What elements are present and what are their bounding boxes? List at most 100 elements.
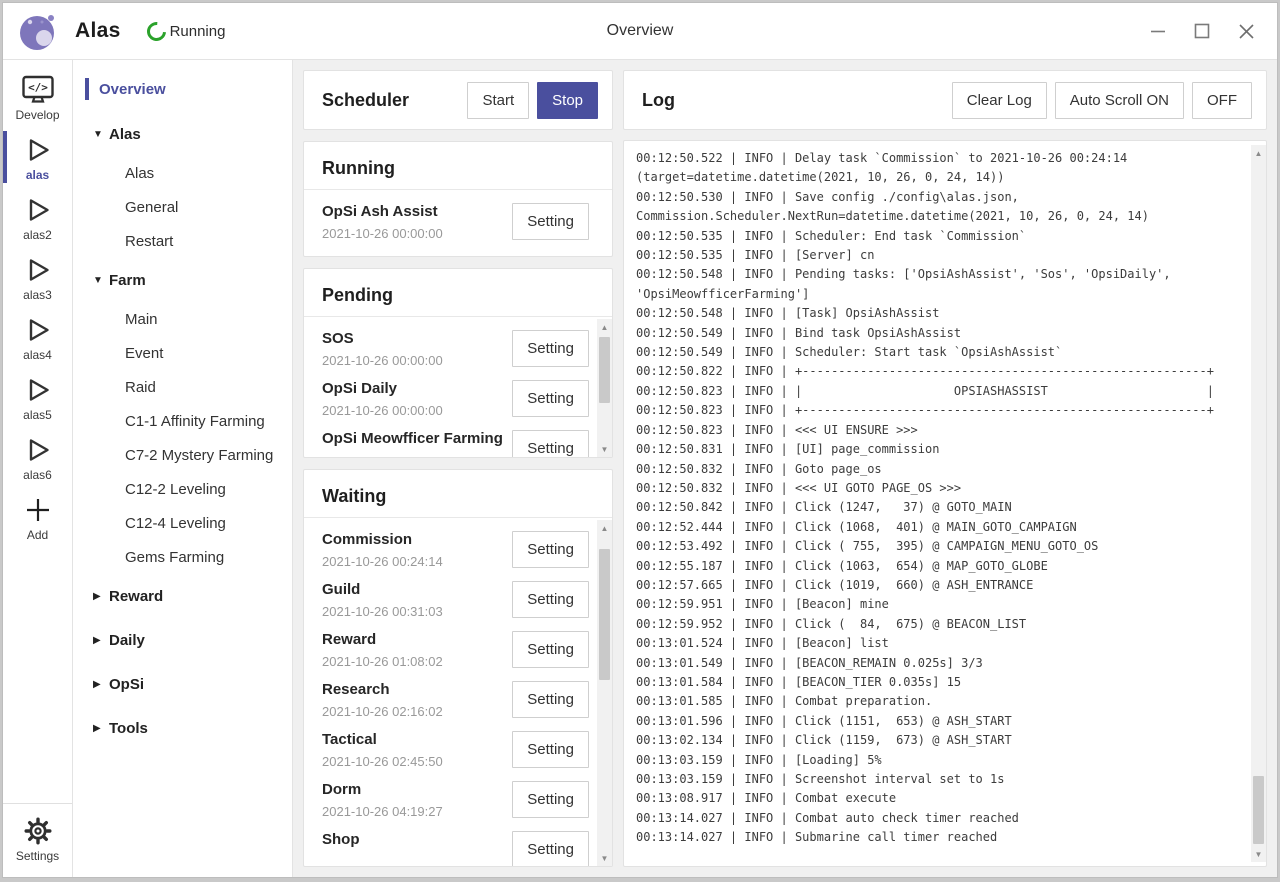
nav-group-reward[interactable]: ▶ Reward: [73, 574, 292, 618]
auto-scroll-off-button[interactable]: OFF: [1192, 81, 1252, 119]
scroll-up-icon[interactable]: ▲: [600, 523, 609, 533]
task-next-run-time: 2021-10-26 04:19:27: [322, 804, 443, 819]
log-title: Log: [642, 89, 675, 110]
scroll-up-icon[interactable]: ▲: [600, 322, 609, 332]
task-setting-button[interactable]: Setting: [512, 781, 589, 818]
task-name: Research: [322, 681, 390, 698]
nav-item-c12-2-leveling[interactable]: C12-2 Leveling: [125, 480, 226, 498]
nav-item-gems-farming[interactable]: Gems Farming: [125, 548, 225, 566]
settings-button[interactable]: Settings: [3, 803, 72, 875]
nav-item-restart[interactable]: Restart: [125, 232, 174, 250]
task-next-run-time: 2021-10-26 00:00:00: [322, 403, 443, 418]
close-button[interactable]: [1237, 22, 1255, 40]
nav-groups: ▼ Alas Alas General Restart ▼ Farm Main Event Rai…: [73, 112, 292, 750]
minimize-button[interactable]: [1149, 22, 1167, 40]
task-setting-button[interactable]: Setting: [512, 831, 589, 866]
task-row: Dorm 2021-10-26 04:19:27 Setting: [322, 774, 597, 824]
window-controls: [1149, 22, 1263, 40]
scheduler-start-button[interactable]: Start: [467, 81, 530, 119]
nav-group-daily[interactable]: ▶ Daily: [73, 618, 292, 662]
task-row: OpSi Ash Assist 2021-10-26 00:00:00 Settin…: [322, 196, 597, 246]
task-setting-button[interactable]: Setting: [512, 681, 589, 718]
nav-item-main[interactable]: Main: [125, 310, 158, 328]
play-icon: [21, 193, 55, 227]
task-info: Reward 2021-10-26 01:08:02: [322, 629, 512, 669]
task-row: OpSi Meowfficer Farming Setting: [322, 423, 597, 457]
task-info: Guild 2021-10-26 00:31:03: [322, 579, 512, 619]
log-column: Log Clear Log Auto Scroll ON OFF 00:12:5…: [623, 70, 1267, 867]
clear-log-button[interactable]: Clear Log: [951, 81, 1047, 119]
task-name: Reward: [322, 631, 377, 648]
nav-item-alas[interactable]: Alas: [125, 164, 155, 182]
task-setting-button[interactable]: Setting: [512, 731, 589, 768]
rail-item-alas5[interactable]: alas5: [3, 368, 72, 426]
nav-group-opsi[interactable]: ▶ OpSi: [73, 662, 292, 706]
scroll-down-icon[interactable]: ▼: [600, 853, 609, 863]
nav-item-c7-2-mystery-farming[interactable]: C7-2 Mystery Farming: [125, 446, 274, 464]
auto-scroll-on-button[interactable]: Auto Scroll ON: [1054, 81, 1184, 119]
rail-item-label: alas4: [23, 347, 52, 362]
rail-item-alas[interactable]: alas: [3, 128, 72, 186]
task-info: OpSi Daily 2021-10-26 00:00:00: [322, 378, 512, 418]
scheduler-card: Scheduler Start Stop: [303, 70, 613, 130]
task-setting-button[interactable]: Setting: [512, 531, 589, 568]
log-header-card: Log Clear Log Auto Scroll ON OFF: [623, 70, 1267, 130]
task-next-run-time: 2021-10-26 00:24:14: [322, 554, 443, 569]
nav-group-alas[interactable]: ▼ Alas: [73, 112, 292, 156]
nav-item-event[interactable]: Event: [125, 344, 164, 362]
svg-text:</>: </>: [28, 81, 48, 94]
task-info: SOS 2021-10-26 00:00:00: [322, 328, 512, 368]
running-spinner-icon: [142, 17, 170, 45]
task-row: Tactical 2021-10-26 02:45:50 Setting: [322, 724, 597, 774]
rail-item-develop[interactable]: </> Develop: [3, 68, 72, 126]
rail-item-add[interactable]: Add: [3, 488, 72, 546]
rail-items: </> Develop alas alas2 alas3 alas4 alas5 alas6 A…: [3, 68, 72, 548]
nav-group-label: Daily: [109, 631, 145, 649]
nav-item-c1-1-affinity-farming[interactable]: C1-1 Affinity Farming: [125, 412, 265, 430]
rail-item-alas6[interactable]: alas6: [3, 428, 72, 486]
scroll-down-icon[interactable]: ▼: [600, 444, 609, 454]
task-setting-button[interactable]: Setting: [512, 581, 589, 618]
nav-group-tools[interactable]: ▶ Tools: [73, 706, 292, 750]
rail-item-label: alas5: [23, 407, 52, 422]
add-icon: [22, 493, 54, 527]
task-name: Dorm: [322, 781, 362, 798]
scroll-down-icon[interactable]: ▼: [1254, 849, 1263, 859]
nav-group-label: OpSi: [109, 675, 145, 693]
rail-item-alas3[interactable]: alas3: [3, 248, 72, 306]
instance-rail: </> Develop alas alas2 alas3 alas4 alas5 alas6 A…: [3, 60, 73, 877]
task-name: OpSi Daily: [322, 380, 398, 397]
maximize-button[interactable]: [1193, 22, 1211, 40]
waiting-scrollbar[interactable]: ▲ ▼: [597, 520, 612, 866]
nav-item-general[interactable]: General: [125, 198, 179, 216]
rail-item-alas2[interactable]: alas2: [3, 188, 72, 246]
rail-item-alas4[interactable]: alas4: [3, 308, 72, 366]
task-name: Tactical: [322, 731, 377, 748]
task-setting-button[interactable]: Setting: [512, 380, 589, 417]
nav-group-farm[interactable]: ▼ Farm: [73, 258, 292, 302]
task-info: Tactical 2021-10-26 02:45:50: [322, 729, 512, 769]
log-output-card: 00:12:50.522 | INFO | Delay task `Commis…: [623, 140, 1267, 867]
task-next-run-time: 2021-10-26 00:31:03: [322, 604, 443, 619]
pending-scrollbar[interactable]: ▲ ▼: [597, 319, 612, 457]
rail-item-label: alas: [25, 167, 50, 182]
scroll-up-icon[interactable]: ▲: [1254, 148, 1263, 158]
scheduler-stop-button[interactable]: Stop: [537, 81, 598, 119]
nav-item-c12-4-leveling[interactable]: C12-4 Leveling: [125, 514, 226, 532]
play-icon: [21, 133, 55, 167]
task-setting-button[interactable]: Setting: [512, 430, 589, 457]
task-row: SOS 2021-10-26 00:00:00 Setting: [322, 323, 597, 373]
nav-item-overview[interactable]: Overview: [73, 74, 292, 104]
task-setting-button[interactable]: Setting: [512, 631, 589, 668]
task-row: Guild 2021-10-26 00:31:03 Setting: [322, 574, 597, 624]
task-setting-button[interactable]: Setting: [512, 203, 589, 240]
waiting-card: Waiting Commission 2021-10-26 00:24:14 Set…: [303, 469, 613, 867]
develop-icon: </>: [20, 73, 56, 107]
nav-group-label: Farm: [109, 271, 146, 289]
task-info: OpSi Meowfficer Farming: [322, 428, 512, 449]
task-setting-button[interactable]: Setting: [512, 330, 589, 367]
log-output[interactable]: 00:12:50.522 | INFO | Delay task `Commis…: [636, 151, 1214, 845]
nav-item-raid[interactable]: Raid: [125, 378, 156, 396]
log-scrollbar[interactable]: ▲ ▼: [1251, 145, 1266, 862]
rail-item-label: Develop: [15, 107, 60, 122]
